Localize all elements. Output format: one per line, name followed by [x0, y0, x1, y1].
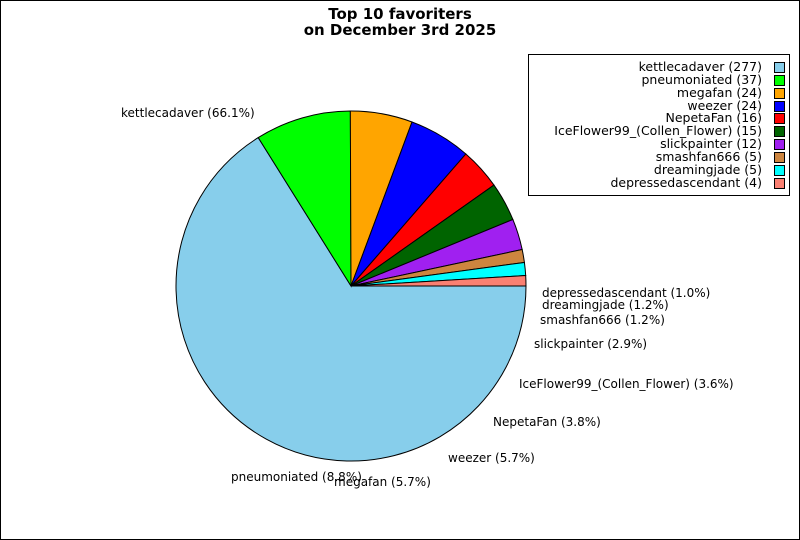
slice-label: pneumoniated (8.8%) [231, 470, 362, 484]
legend-item: depressedascendant (4) [529, 174, 789, 190]
legend-swatch [774, 139, 785, 151]
slice-label: dreamingjade (1.2%) [542, 298, 669, 312]
legend-swatch [774, 87, 785, 99]
chart-legend: kettlecadaver (277) pneumoniated (37) mega… [528, 54, 790, 196]
pie-slice-depressedascendant [350, 274, 527, 287]
legend-label: NepetaFan (16) [665, 110, 762, 126]
legend-label: megafan (24) [676, 84, 762, 100]
legend-swatch [774, 164, 785, 176]
legend-label: IceFlower99_(Collen_Flower) (15) [554, 123, 762, 139]
legend-label: depressedascendant (4) [610, 174, 762, 190]
chart-title: Top 10 favoriters on December 3rd 2025 [1, 6, 799, 38]
legend-label: dreamingjade (5) [653, 161, 762, 177]
pie-slice-labels: kettlecadaver (66.1%) pneumoniated (8.8%)… [121, 106, 734, 489]
legend-item: dreamingjade (5) [529, 161, 789, 177]
legend-swatch [774, 126, 785, 138]
legend-label: weezer (24) [687, 97, 762, 113]
legend-item: IceFlower99_(Collen_Flower) (15) [529, 123, 789, 139]
slice-label: IceFlower99_(Collen_Flower) (3.6%) [519, 377, 734, 391]
slice-label: kettlecadaver (66.1%) [121, 106, 255, 120]
legend-item: pneumoniated (37) [529, 71, 789, 87]
slice-label: smashfan666 (1.2%) [540, 313, 665, 327]
legend-item: slickpainter (12) [529, 136, 789, 152]
chart-title-line-1: Top 10 favoriters [328, 5, 472, 23]
pie-slices [175, 110, 527, 462]
legend-label: smashfan666 (5) [655, 148, 762, 164]
slice-label: slickpainter (2.9%) [534, 337, 647, 351]
legend-item: smashfan666 (5) [529, 148, 789, 164]
legend-swatch [774, 74, 785, 86]
legend-item: kettlecadaver (277) [529, 59, 789, 74]
legend-item: weezer (24) [529, 97, 789, 113]
legend-swatch [774, 62, 785, 73]
slice-label: weezer (5.7%) [448, 451, 535, 465]
legend-swatch [774, 151, 785, 163]
slice-label: depressedascendant (1.0%) [542, 286, 710, 300]
chart-title-line-2: on December 3rd 2025 [303, 21, 497, 39]
pie-slice-kettlecadaver [175, 136, 527, 462]
pie-slice-pneumoniated [257, 110, 352, 288]
legend-item: NepetaFan (16) [529, 110, 789, 126]
legend-label: slickpainter (12) [660, 136, 762, 152]
legend-swatch [774, 100, 785, 112]
legend-swatch [774, 177, 785, 189]
legend-label: pneumoniated (37) [641, 71, 762, 87]
legend-swatch [774, 113, 785, 125]
slice-label: megafan (5.7%) [334, 475, 431, 489]
legend-label: kettlecadaver (277) [638, 59, 762, 74]
slice-label: NepetaFan (3.8%) [493, 415, 601, 429]
legend-item: megafan (24) [529, 84, 789, 100]
